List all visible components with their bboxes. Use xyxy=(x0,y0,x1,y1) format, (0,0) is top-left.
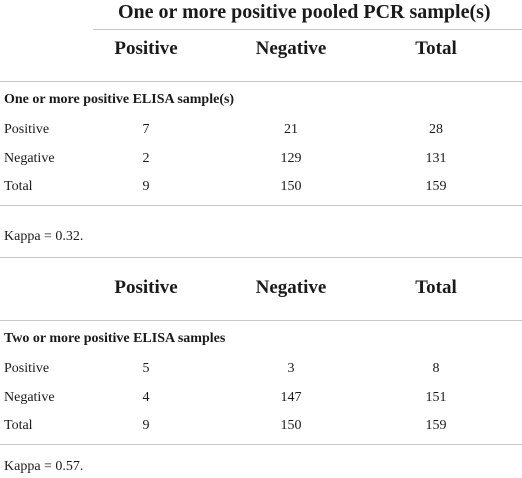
t1-row-2-positive: 9 xyxy=(142,179,150,194)
t2-row-2-label: Total xyxy=(4,418,33,433)
t1-row-0-negative: 21 xyxy=(284,122,298,137)
t2-kappa-note: Kappa = 0.57. xyxy=(4,459,84,474)
t1-row-1-total: 131 xyxy=(425,151,447,166)
t2-row-1-positive: 4 xyxy=(142,390,150,405)
t1-bottom-rule xyxy=(0,205,522,206)
t1-col-positive: Positive xyxy=(114,38,178,59)
t2-row-0-negative: 3 xyxy=(287,361,295,376)
t1-col-total: Total xyxy=(415,38,457,59)
t2-row-1-label: Negative xyxy=(4,390,55,405)
t2-row-2-total: 159 xyxy=(425,418,447,433)
t1-row-1-positive: 2 xyxy=(142,151,150,166)
table-title: One or more positive pooled PCR sample(s… xyxy=(118,1,491,23)
t1-row-0-total: 28 xyxy=(429,122,443,137)
t2-row-2-negative: 150 xyxy=(280,418,302,433)
t2-header-rule xyxy=(0,320,522,321)
t1-kappa-note: Kappa = 0.32. xyxy=(4,229,84,244)
t2-row-2-positive: 9 xyxy=(142,418,150,433)
t2-col-total: Total xyxy=(415,277,457,298)
t2-row-1-negative: 147 xyxy=(280,390,302,405)
t2-col-negative: Negative xyxy=(255,277,327,298)
t2-row-0-total: 8 xyxy=(432,361,440,376)
t2-bottom-rule xyxy=(0,444,522,445)
t2-row-0-positive: 5 xyxy=(142,361,150,376)
t2-row-1-total: 151 xyxy=(425,390,447,405)
t1-row-0-label: Positive xyxy=(4,122,50,137)
t1-row-2-label: Total xyxy=(4,179,33,194)
t1-header-rule xyxy=(0,81,522,82)
t2-section-label: Two or more positive ELISA samples xyxy=(4,331,226,346)
t2-row-0-label: Positive xyxy=(4,361,50,376)
t1-row-1-label: Negative xyxy=(4,151,55,166)
t1-row-1-negative: 129 xyxy=(280,151,302,166)
t1-row-2-negative: 150 xyxy=(280,179,302,194)
t1-row-2-total: 159 xyxy=(425,179,447,194)
t1-section-label: One or more positive ELISA sample(s) xyxy=(4,92,235,107)
t2-top-rule xyxy=(0,257,522,258)
t1-col-negative: Negative xyxy=(255,38,327,59)
t1-row-0-positive: 7 xyxy=(142,122,150,137)
t2-col-positive: Positive xyxy=(114,277,178,298)
title-underline xyxy=(93,29,522,30)
